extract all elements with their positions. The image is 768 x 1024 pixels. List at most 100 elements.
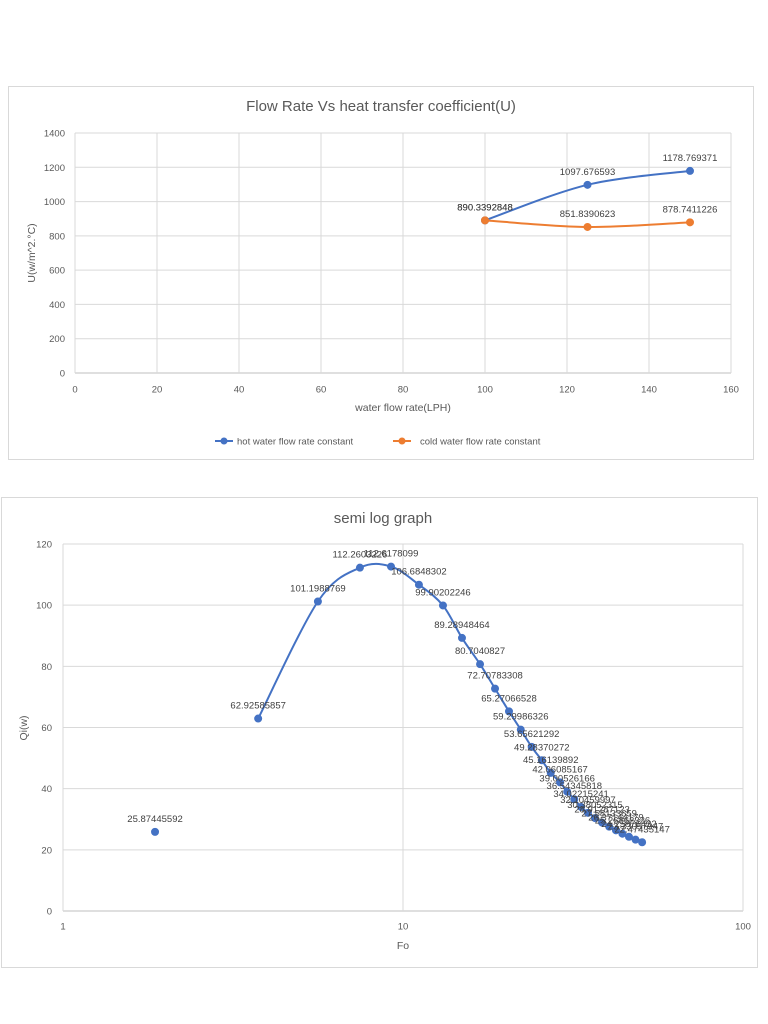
legend-label-cold: cold water flow rate constant xyxy=(420,437,541,448)
x-tick-label: 120 xyxy=(559,385,575,396)
x-tick-label: 20 xyxy=(152,385,163,396)
data-label: 890.3392848 xyxy=(457,202,512,213)
data-point xyxy=(457,633,466,642)
x-axis-title: Fo xyxy=(397,940,409,952)
data-label: 101.1988769 xyxy=(290,584,345,595)
x-tick-label: 60 xyxy=(316,385,327,396)
data-label: 1178.769371 xyxy=(663,153,718,164)
data-point xyxy=(387,562,396,571)
y-tick-label: 80 xyxy=(41,662,52,673)
data-label: 22.47435147 xyxy=(614,824,669,835)
data-label: 42.06085167 xyxy=(532,764,587,775)
series-group xyxy=(151,562,647,847)
y-tick-label: 400 xyxy=(49,300,65,311)
data-label: 1097.676593 xyxy=(560,167,615,178)
data-label: 49.28370272 xyxy=(514,742,569,753)
x-tick-label: 100 xyxy=(477,385,493,396)
data-point xyxy=(355,563,364,572)
data-point xyxy=(605,822,614,831)
x-tick-label: 80 xyxy=(398,385,409,396)
y-tick-label: 100 xyxy=(36,601,52,612)
data-point xyxy=(686,218,694,227)
data-label: 26.37144179 xyxy=(588,812,643,823)
data-label: 23.33057947 xyxy=(608,822,663,833)
data-label: 24.25876432 xyxy=(601,819,656,830)
y-tick-label: 200 xyxy=(49,334,65,345)
y-tick-label: 1000 xyxy=(44,197,65,208)
legend-marker-hot xyxy=(220,437,228,445)
chart-frame xyxy=(1,497,758,968)
chart-frame xyxy=(8,86,754,460)
data-point xyxy=(537,756,546,765)
data-label: 53.65621292 xyxy=(504,729,559,740)
data-point xyxy=(577,802,586,811)
data-label: 99.90202246 xyxy=(415,587,470,598)
y-tick-label: 20 xyxy=(41,845,52,856)
data-point xyxy=(254,714,263,723)
x-axis-title: water flow rate(LPH) xyxy=(354,402,451,414)
data-label: 25.87445592 xyxy=(127,814,182,825)
y-tick-label: 60 xyxy=(41,723,52,734)
data-label: 62.92585857 xyxy=(230,701,285,712)
semi-log-chart: 0 20 40 60 80 100 120 1 10 100 25.87445592 62.9258… xyxy=(1,497,758,968)
data-label: 30.38052315 xyxy=(567,800,622,811)
data-point xyxy=(598,818,607,827)
data-point xyxy=(624,832,633,841)
y-tick-label: 1400 xyxy=(44,129,65,140)
data-point xyxy=(438,601,447,610)
y-tick-label: 600 xyxy=(49,266,65,277)
y-axis-title: U(w/m^2.°C) xyxy=(26,223,38,282)
y-axis-title: Qi(w) xyxy=(18,715,30,740)
data-label: 27.58133659 xyxy=(581,809,636,820)
data-label: 28.91287123 xyxy=(574,805,629,816)
gridlines xyxy=(62,543,744,912)
legend-label-hot: hot water flow rate constant xyxy=(237,437,354,448)
data-point xyxy=(638,838,647,847)
legend: hot water flow rate constant cold water … xyxy=(215,437,541,448)
data-point xyxy=(563,787,572,796)
data-point xyxy=(504,707,513,716)
data-point xyxy=(546,768,555,777)
x-tick-label: 160 xyxy=(723,385,739,396)
data-label: 65.27066528 xyxy=(481,693,536,704)
flow-rate-chart-svg: 0 200 400 600 800 1000 1200 1400 0 20 40 60 80 100 120… xyxy=(8,86,754,460)
y-tick-label: 0 xyxy=(47,907,52,918)
data-label: 32.10459997 xyxy=(560,795,615,806)
data-label: 39.00526166 xyxy=(539,774,594,785)
data-point xyxy=(590,814,599,823)
data-point xyxy=(516,725,525,734)
data-point xyxy=(313,597,322,606)
data-label: 25.26862326 xyxy=(595,816,650,827)
y-tick-label: 0 xyxy=(60,369,65,380)
data-label: 80.7040827 xyxy=(455,646,505,657)
x-tick-label: 100 xyxy=(735,922,751,933)
data-point xyxy=(556,778,565,787)
x-tick-label: 40 xyxy=(234,385,245,396)
gridlines xyxy=(74,132,732,374)
data-label: 890.3392848 xyxy=(457,202,512,213)
legend-marker-cold xyxy=(398,437,406,445)
data-point xyxy=(618,829,627,838)
flow-rate-chart: 0 200 400 600 800 1000 1200 1400 0 20 40 60 80 100 120… xyxy=(8,86,754,460)
data-point xyxy=(686,166,694,175)
data-label: 851.8390623 xyxy=(560,209,615,220)
data-label: 34.02215241 xyxy=(553,789,608,800)
data-label: 112.2603226 xyxy=(333,550,388,561)
data-label: 72.70783308 xyxy=(467,671,522,682)
data-label: 36.54345818 xyxy=(547,781,602,792)
data-point xyxy=(491,684,500,693)
chart-title: semi log graph xyxy=(334,510,432,527)
chart-title: Flow Rate Vs heat transfer coefficient(U… xyxy=(246,98,516,115)
data-point xyxy=(570,795,579,804)
y-tick-label: 40 xyxy=(41,784,52,795)
y-tick-label: 120 xyxy=(36,540,52,551)
tick-labels: 0 200 400 600 800 1000 1200 1400 0 20 40 60 80 100 120… xyxy=(44,129,739,396)
series-group xyxy=(481,166,694,231)
x-tick-label: 1 xyxy=(60,922,65,933)
data-label: 45.16139892 xyxy=(523,755,578,766)
data-point xyxy=(631,835,640,844)
data-labels: 890.33928481097.6765931178.769371890.339… xyxy=(457,153,717,220)
data-point xyxy=(476,660,485,669)
